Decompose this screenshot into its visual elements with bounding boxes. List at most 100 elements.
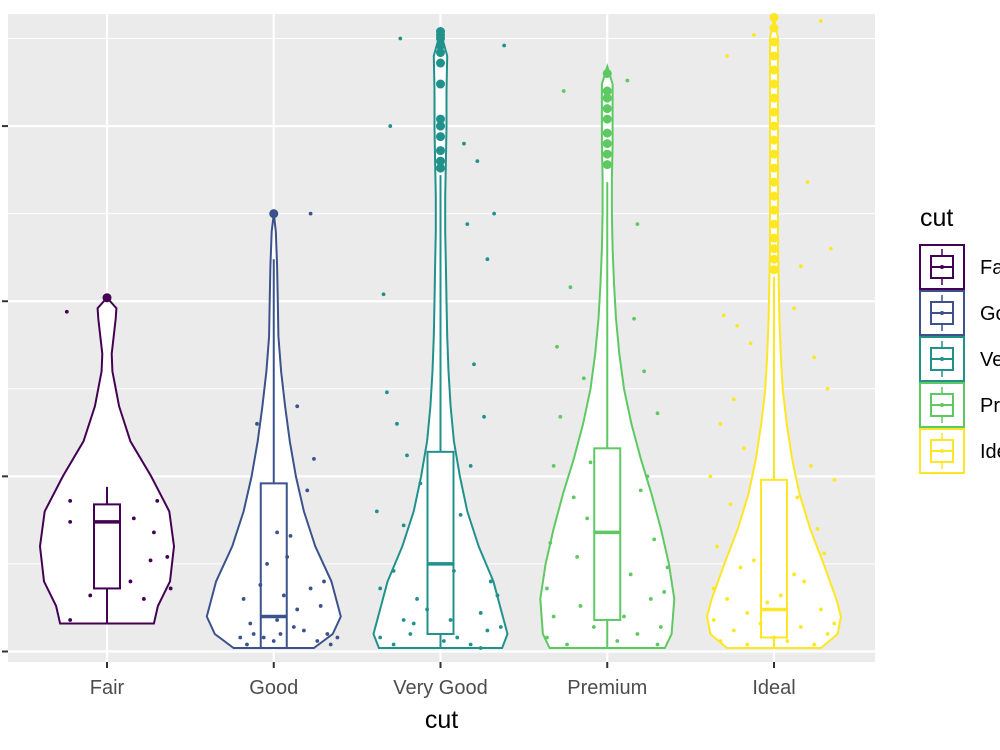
x-tick-label: Fair (90, 677, 125, 699)
jitter-point (128, 579, 133, 584)
jitter-point (308, 586, 313, 591)
jitter-point (448, 618, 453, 622)
jitter-point (561, 89, 566, 93)
jitter-point (478, 611, 483, 615)
jitter-point (725, 597, 729, 601)
violin-group-good (205, 209, 342, 649)
jitter-point (275, 618, 279, 622)
jitter-point (475, 159, 480, 164)
jitter-point (258, 583, 263, 587)
jitter-point (398, 36, 403, 41)
x-axis-title: cut (425, 706, 458, 734)
outlier-point (436, 48, 445, 58)
jitter-point (325, 632, 330, 636)
jitter-point (642, 369, 646, 374)
jitter-point (718, 421, 723, 426)
jitter-point (68, 519, 73, 524)
outlier-point (436, 146, 445, 156)
legend-key-premium (919, 382, 965, 428)
jitter-point (335, 635, 340, 640)
jitter-point (565, 642, 569, 647)
outlier-point (602, 149, 612, 159)
jitter-point (241, 597, 246, 601)
outlier-point (769, 191, 779, 201)
jitter-point (322, 579, 326, 584)
jitter-point (615, 639, 620, 643)
jitter-point (261, 635, 266, 640)
outlier-point (769, 233, 779, 243)
jitter-point (778, 593, 783, 598)
jitter-point (401, 523, 406, 528)
jitter-point (635, 222, 640, 227)
jitter-point (795, 495, 800, 500)
jitter-point (291, 625, 296, 629)
violin-shape (38, 296, 176, 625)
outlier-point (436, 58, 445, 68)
jitter-point (622, 614, 626, 619)
outlier-point (769, 254, 779, 264)
jitter-point (825, 632, 830, 636)
jitter-point (745, 642, 750, 647)
outlier-point (769, 13, 779, 23)
outlier-point (769, 244, 779, 254)
jitter-point (465, 222, 470, 227)
jitter-point (462, 141, 466, 146)
jitter-point (632, 316, 636, 321)
jitter-point (829, 246, 833, 251)
jitter-point (482, 414, 486, 419)
jitter-point (441, 639, 446, 643)
jitter-point (452, 569, 456, 573)
jitter-point (662, 590, 667, 594)
jitter-point (391, 642, 396, 647)
jitter-point (738, 565, 743, 570)
outlier-point (769, 265, 779, 275)
violin-group-ideal (705, 13, 843, 649)
jitter-point (374, 509, 379, 514)
jitter-point (378, 635, 383, 640)
jitter-point (715, 544, 719, 549)
jitter-point (711, 618, 716, 622)
jitter-point (418, 481, 423, 486)
jitter-point (718, 639, 723, 643)
legend-key-point (940, 311, 944, 315)
outlier-point (769, 149, 779, 159)
outlier-point (602, 69, 612, 79)
jitter-point (825, 386, 830, 391)
jitter-point (271, 639, 276, 643)
outlier-point (769, 79, 779, 89)
jitter-point (248, 621, 253, 626)
jitter-point (478, 646, 483, 650)
jitter-point (302, 628, 306, 633)
jitter-point (721, 313, 726, 318)
jitter-point (741, 446, 746, 451)
jitter-point (68, 498, 73, 503)
jitter-point (488, 579, 493, 584)
jitter-point (152, 530, 156, 535)
outlier-point (602, 128, 612, 138)
jitter-point (581, 376, 586, 381)
jitter-point (168, 586, 173, 591)
jitter-point (731, 397, 736, 402)
jitter-point (285, 555, 290, 559)
jitter-point (312, 456, 316, 461)
jitter-point (401, 618, 406, 622)
jitter-point (281, 593, 286, 598)
jitter-point (638, 488, 643, 493)
jitter-point (288, 534, 293, 538)
jitter-point (502, 43, 507, 48)
jitter-point (165, 555, 170, 559)
jitter-point (575, 555, 579, 559)
jitter-point (318, 604, 323, 608)
jitter-point (141, 597, 146, 601)
jitter-point (405, 453, 409, 458)
jitter-point (735, 323, 740, 328)
outlier-point (436, 132, 445, 142)
jitter-point (752, 558, 756, 563)
jitter-point (731, 628, 736, 633)
jitter-point (798, 625, 803, 629)
jitter-point (832, 477, 837, 482)
jitter-point (798, 264, 803, 269)
legend-key-good (919, 290, 965, 336)
outlier-point (769, 107, 779, 117)
